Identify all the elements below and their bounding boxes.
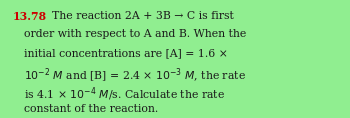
Text: is 4.1 × $10^{-4}$ $\mathit{M}$/s. Calculate the rate: is 4.1 × $10^{-4}$ $\mathit{M}$/s. Calcu…: [24, 85, 225, 103]
Text: $10^{-2}$ $\mathit{M}$ and [B] = 2.4 × $10^{-3}$ $\mathit{M}$, the rate: $10^{-2}$ $\mathit{M}$ and [B] = 2.4 × $…: [24, 67, 246, 85]
Text: order with respect to A and B. When the: order with respect to A and B. When the: [24, 29, 246, 39]
Text: constant of the reaction.: constant of the reaction.: [24, 104, 158, 114]
Text: The reaction 2A + 3B → C is first: The reaction 2A + 3B → C is first: [52, 11, 233, 21]
Text: 13.78: 13.78: [12, 11, 46, 22]
Text: initial concentrations are [A] = 1.6 ×: initial concentrations are [A] = 1.6 ×: [24, 48, 228, 58]
